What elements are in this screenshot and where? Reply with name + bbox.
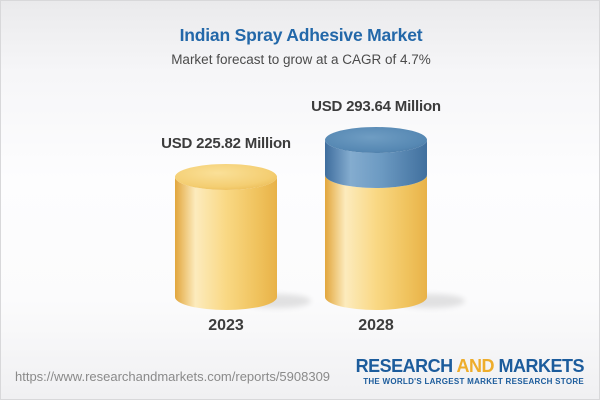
chart-title: Indian Spray Adhesive Market <box>179 25 423 45</box>
value-label-2023: USD 225.82 Million <box>161 135 291 152</box>
category-label-2028: 2028 <box>358 317 394 334</box>
logo-wordmark: RESEARCH AND MARKETS <box>355 356 585 376</box>
logo-word-and: AND <box>456 356 494 376</box>
research-and-markets-logo: RESEARCH AND MARKETS THE WORLD'S LARGEST… <box>355 356 585 386</box>
bar-2023-cylinder <box>175 164 277 310</box>
bar-2028-cylinder <box>325 127 427 310</box>
report-url: https://www.researchandmarkets.com/repor… <box>15 369 331 384</box>
chart-subtitle: Market forecast to grow at a CAGR of 4.7… <box>171 52 431 67</box>
category-label-2023: 2023 <box>208 317 244 334</box>
logo-tagline: THE WORLD'S LARGEST MARKET RESEARCH STOR… <box>363 377 584 386</box>
logo-word-markets: MARKETS <box>498 356 585 376</box>
value-label-2028: USD 293.64 Million <box>311 98 441 115</box>
logo-word-research: RESEARCH <box>355 356 454 376</box>
